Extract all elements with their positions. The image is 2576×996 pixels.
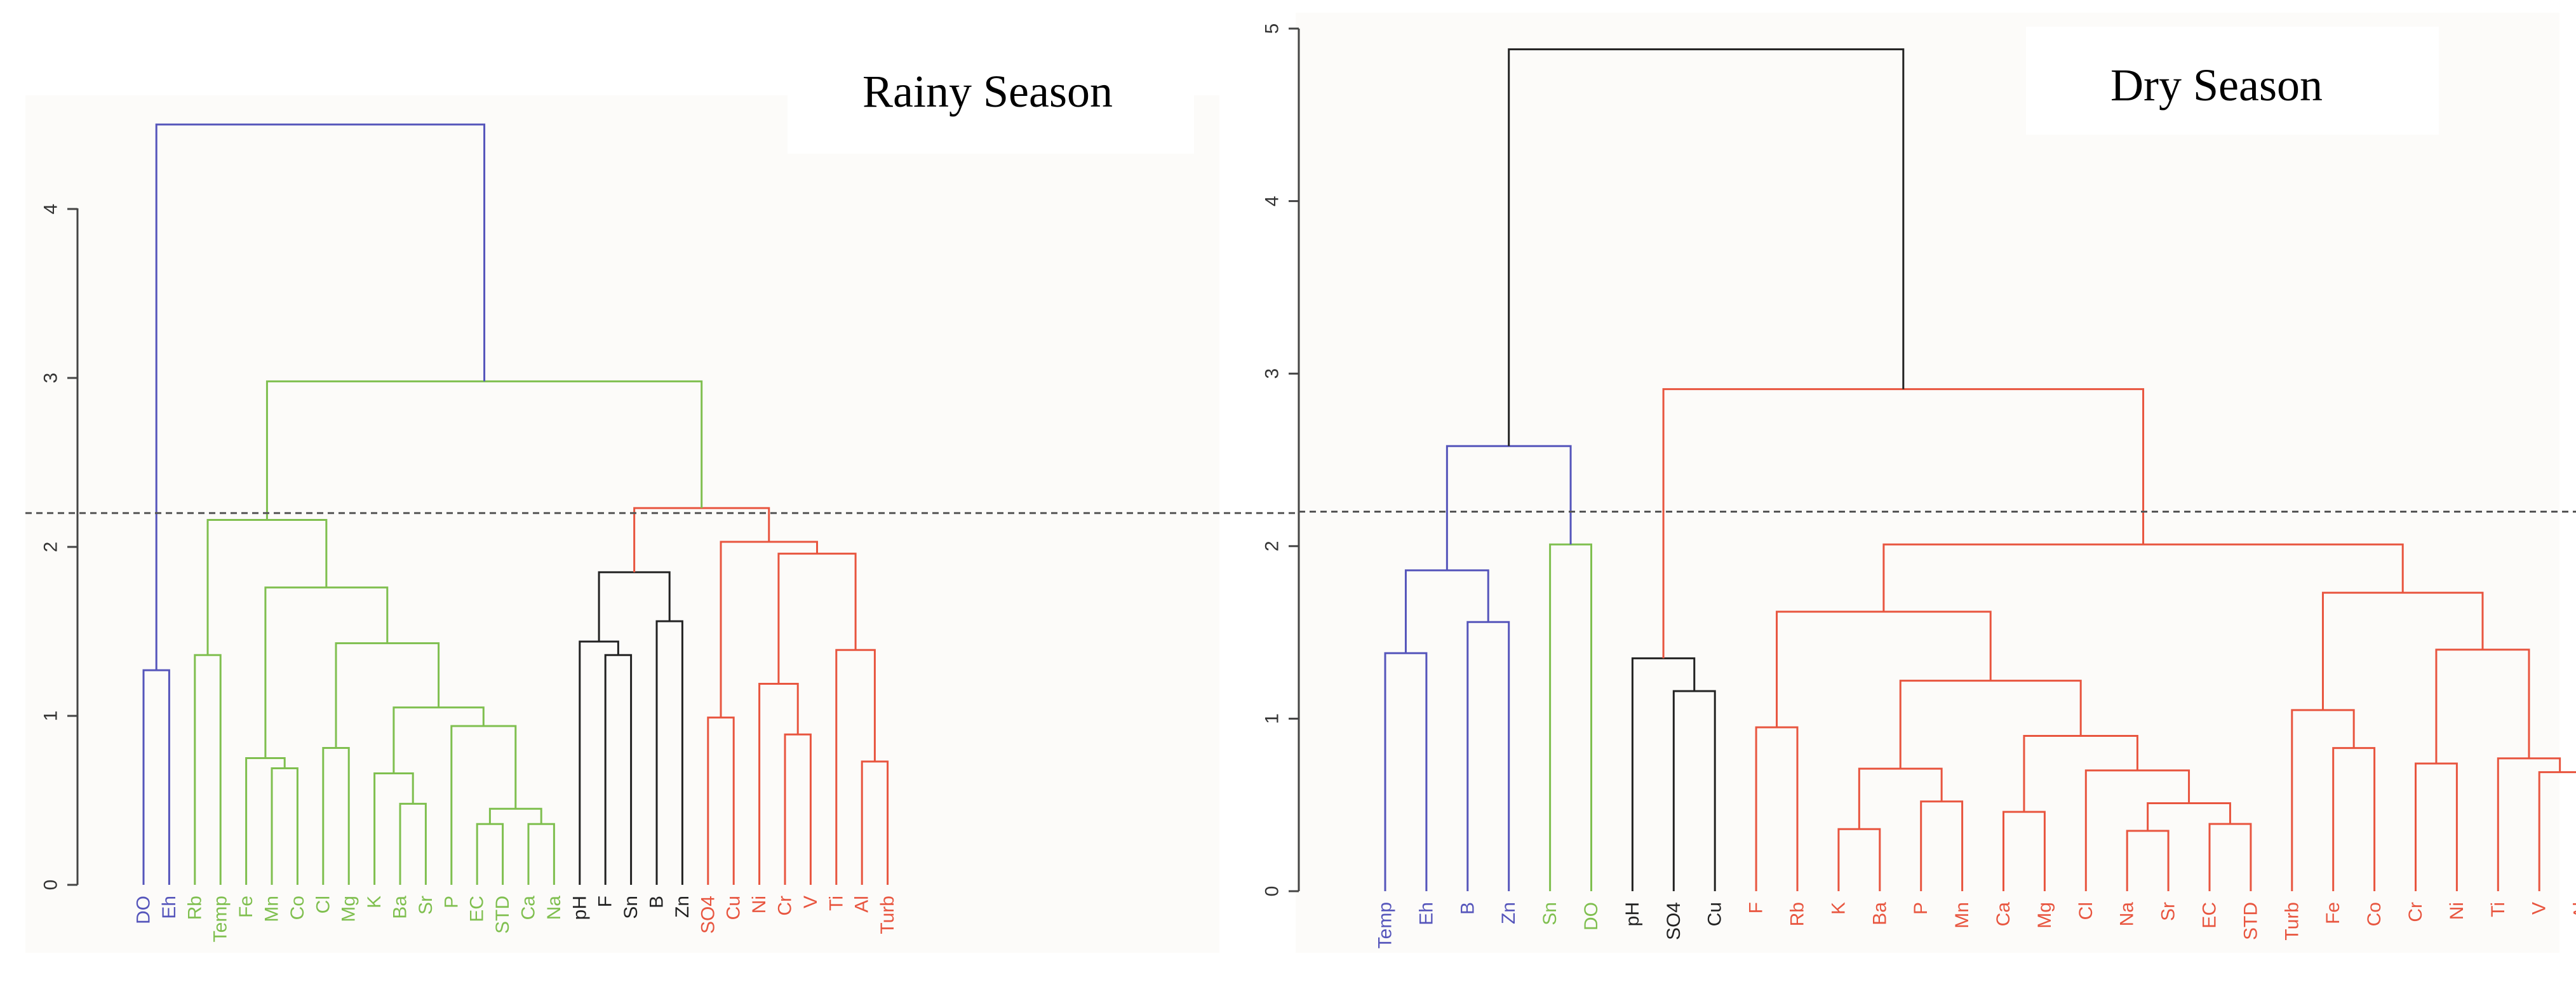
- dry-leaf-label: Cl: [2076, 902, 2096, 920]
- dry-leaf-label: K: [1828, 902, 1849, 915]
- rainy-leaf-label: EC: [467, 896, 488, 922]
- dry-merge-link: [2497, 757, 2561, 891]
- dry-leaf-label: Mg: [2034, 902, 2055, 929]
- dry-leaf-label: STD: [2240, 902, 2261, 940]
- dry-merge-link: [2538, 771, 2576, 891]
- rainy-leaf-label: B: [647, 896, 667, 908]
- rainy-leaf-label: Ni: [749, 896, 770, 913]
- rainy-leaf-labels: DO Eh Rb Temp Fe Mn Co Cl Mg K Ba Sr P EC STD Ca Na pH F Sn…: [133, 896, 899, 943]
- rainy-leaf-label: P: [441, 896, 462, 908]
- dry-leaf-label: SO4: [1663, 902, 1684, 940]
- rainy-leaf-label: K: [364, 896, 385, 908]
- dry-leaf-label: Mn: [1952, 902, 1973, 929]
- dry-title-box: [2026, 27, 2439, 135]
- rainy-merge-link: [155, 123, 486, 671]
- rainy-leaf-label: Ca: [518, 896, 539, 920]
- rainy-plot-background: [25, 95, 1219, 953]
- dry-leaf-label: Rb: [1787, 902, 1808, 926]
- dry-leaf-label: Ti: [2488, 902, 2509, 917]
- dry-merge-link: [2208, 823, 2252, 891]
- dry-leaf-label: B: [1457, 902, 1478, 915]
- dry-leaf-label: F: [1746, 902, 1767, 913]
- dry-leaf-label: Eh: [1416, 902, 1437, 925]
- rainy-tick-label: 2: [41, 542, 62, 553]
- dry-leaf-labels: Temp Eh B Zn Sn DO pH SO4 Cu F Rb K Ba P Mn Ca Mg Cl Na Sr E…: [1375, 902, 2576, 949]
- rainy-leaf-label: V: [800, 896, 821, 908]
- rainy-leaf-label: Mn: [262, 896, 283, 922]
- dry-leaf-label: Na: [2117, 902, 2138, 927]
- rainy-leaf-label: Al: [852, 896, 873, 913]
- rainy-leaf-label: Cu: [723, 896, 744, 920]
- dry-dendrogram: [1384, 48, 2576, 891]
- dry-y-ticks: 0 1 2 3 4 5: [1262, 24, 1299, 897]
- rainy-tick-label: 4: [41, 204, 62, 215]
- dry-leaf-label: Ca: [1993, 902, 2014, 927]
- dry-leaf-label: pH: [1622, 902, 1643, 926]
- rainy-leaf-label: Cl: [312, 896, 333, 913]
- rainy-leaf-label: Cr: [775, 896, 796, 916]
- rainy-tick-label: 0: [41, 880, 62, 891]
- dry-leaf-label: DO: [1581, 902, 1602, 931]
- rainy-title: Rainy Season: [862, 66, 1113, 117]
- rainy-tick-label: 3: [41, 373, 62, 384]
- dry-leaf-label: Sr: [2158, 902, 2179, 921]
- rainy-leaf-label: pH: [569, 896, 590, 920]
- dry-tick-label: 5: [1262, 24, 1283, 34]
- dry-tick-label: 4: [1262, 196, 1283, 206]
- rainy-y-ticks: 0 1 2 3 4: [41, 204, 77, 891]
- dry-leaf-label: Sn: [1540, 902, 1560, 925]
- dry-tick-label: 0: [1262, 886, 1283, 897]
- rainy-leaf-label: STD: [492, 896, 513, 934]
- rainy-leaf-label: Mg: [339, 896, 359, 922]
- dry-tick-label: 2: [1262, 541, 1283, 551]
- rainy-title-box: [788, 46, 1194, 154]
- rainy-leaf-label: Rb: [184, 896, 205, 920]
- dry-leaf-label: Turb: [2281, 902, 2302, 941]
- dry-merge-link: [1508, 48, 1905, 447]
- rainy-leaf-label: Eh: [159, 896, 180, 919]
- dry-leaf-label: EC: [2199, 902, 2220, 929]
- rainy-leaf-label: Sn: [621, 896, 641, 919]
- dry-title: Dry Season: [2110, 60, 2323, 111]
- dry-leaf-label: Co: [2364, 902, 2385, 926]
- rainy-leaf-label: Temp: [210, 896, 231, 942]
- rainy-leaf-label: Ti: [826, 896, 847, 911]
- dry-leaf-label: Cr: [2405, 902, 2426, 922]
- dry-leaf-label: Fe: [2323, 902, 2344, 924]
- rainy-leaf-label: Ba: [390, 896, 411, 919]
- rainy-dendrogram: [142, 123, 889, 885]
- dry-leaf-label: Al: [2570, 902, 2576, 919]
- dry-leaf-label: V: [2529, 902, 2550, 915]
- rainy-leaf-label: Co: [287, 896, 308, 920]
- rainy-leaf-label: F: [595, 896, 616, 907]
- rainy-leaf-label: SO4: [697, 896, 718, 934]
- dry-leaf-label: Zn: [1498, 902, 1519, 924]
- rainy-leaf-label: Sr: [415, 896, 436, 915]
- dry-leaf-label: Ba: [1869, 902, 1890, 925]
- rainy-leaf-label: Turb: [877, 896, 898, 934]
- dry-tick-label: 1: [1262, 713, 1283, 724]
- dry-tick-label: 3: [1262, 368, 1283, 379]
- dry-season-chart: 0 1 2 3 4 5 Dry Season Temp Eh B Zn Sn DO pH SO4 Cu F R…: [1262, 13, 2576, 953]
- dry-leaf-label: Cu: [1705, 902, 1726, 926]
- dry-leaf-label: Ni: [2446, 902, 2467, 920]
- rainy-tick-label: 1: [41, 711, 62, 722]
- rainy-leaf-label: DO: [133, 896, 154, 924]
- dry-merge-link: [1899, 680, 2082, 769]
- dry-leaf-label: P: [1910, 902, 1931, 915]
- rainy-leaf-label: Na: [544, 896, 565, 920]
- dry-merge-link: [2415, 762, 2458, 891]
- dry-merge-link: [1920, 800, 1964, 891]
- rainy-season-chart: 0 1 2 3 4 Rainy Season DO Eh Rb Temp Fe Mn Co Cl Mg K…: [25, 46, 1296, 953]
- dry-plot-background: [1296, 13, 2559, 953]
- rainy-leaf-label: Zn: [672, 896, 693, 918]
- rainy-leaf-label: Fe: [236, 896, 257, 918]
- dry-leaf-label: Temp: [1375, 902, 1396, 948]
